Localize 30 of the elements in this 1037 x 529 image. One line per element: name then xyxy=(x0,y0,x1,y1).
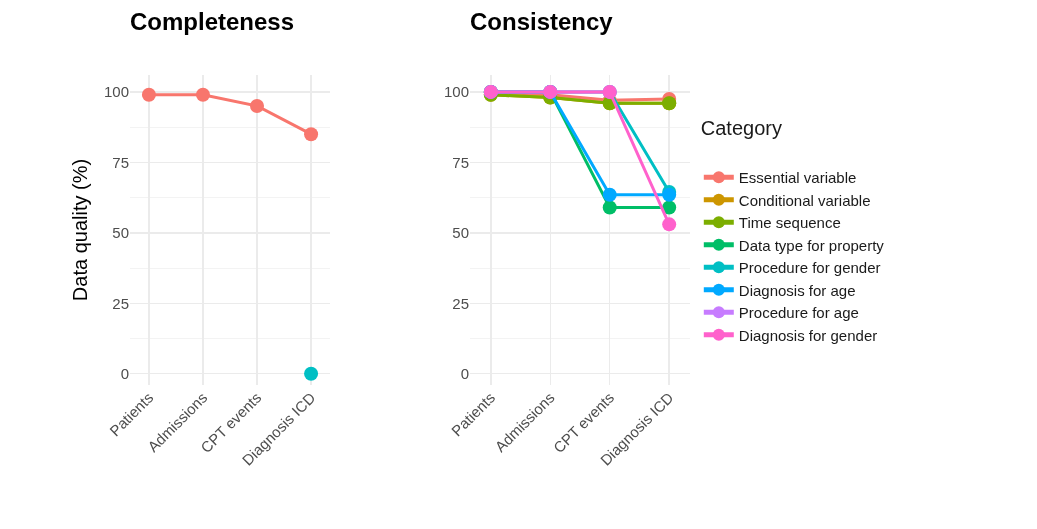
legend-label: Diagnosis for age xyxy=(738,281,856,299)
y-tick-label: 75 xyxy=(112,153,129,171)
y-tick-label: 100 xyxy=(103,83,129,101)
point xyxy=(304,366,319,381)
legend-label: Essential variable xyxy=(738,169,857,187)
y-tick-label: 0 xyxy=(460,364,469,382)
legend-label: Procedure for gender xyxy=(738,259,881,277)
point xyxy=(195,87,210,102)
y-tick-label: 50 xyxy=(452,224,469,242)
y-tick-label: 100 xyxy=(443,83,469,101)
legend-label: Conditional variable xyxy=(738,191,871,209)
point xyxy=(304,127,319,142)
y-tick-label: 25 xyxy=(112,294,129,312)
legend-label: Data type for property xyxy=(738,236,885,254)
y-tick-label: 0 xyxy=(120,364,129,382)
point xyxy=(250,99,265,113)
chart-title: Completeness xyxy=(130,8,295,36)
point xyxy=(141,87,156,102)
y-tick-label: 50 xyxy=(112,224,129,242)
y-axis-title: Data quality (%) xyxy=(69,158,92,302)
legend-title: Category xyxy=(700,117,782,139)
point xyxy=(662,217,677,232)
y-tick-label: 75 xyxy=(452,153,469,171)
legend-label: Time sequence xyxy=(738,214,841,232)
legend-label: Procedure for age xyxy=(738,304,859,322)
legend-label: Diagnosis for gender xyxy=(738,326,878,344)
y-tick-label: 25 xyxy=(452,294,469,312)
chart-title: Consistency xyxy=(470,8,614,36)
point xyxy=(602,187,617,202)
point xyxy=(602,200,617,215)
